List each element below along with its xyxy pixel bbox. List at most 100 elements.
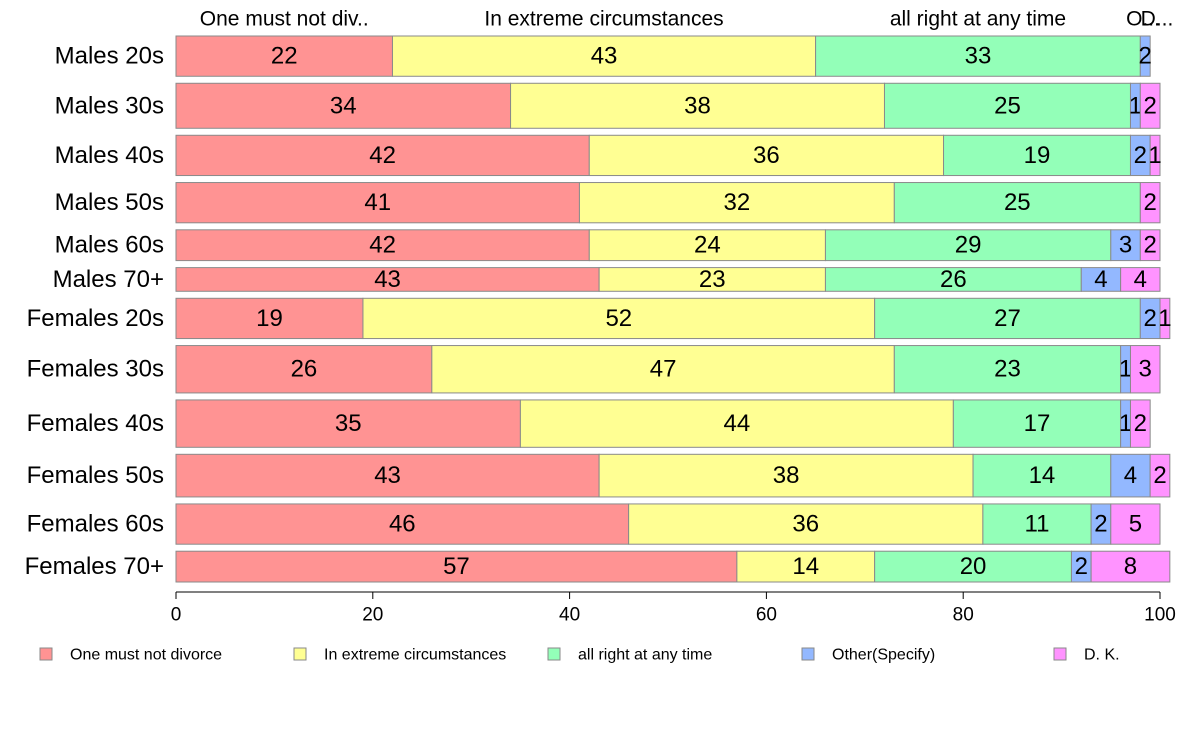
legend-swatch-d-k <box>1053 647 1067 661</box>
bar-segment-males-40s-all-right-at-any-time <box>943 134 1131 177</box>
data-label-females-50s-d-k: 2 <box>1153 462 1166 489</box>
bar-segment-females-30s-all-right-at-any-time <box>893 345 1122 394</box>
bar-segment-males-20s-other-specify <box>1139 35 1151 77</box>
bar-segment-males-50s-one-must-not-divorce <box>175 182 580 224</box>
data-label-males-30s-all-right-at-any-time: 25 <box>994 92 1021 119</box>
bar-segment-males-40s-d-k <box>1149 134 1161 177</box>
bar-segment-males-30s-all-right-at-any-time <box>883 82 1131 129</box>
bar-segment-males-50s-d-k <box>1139 182 1161 224</box>
data-label-females-40s-all-right-at-any-time: 17 <box>1024 410 1051 437</box>
data-label-females-70-all-right-at-any-time: 20 <box>960 553 987 580</box>
bar-segment-males-70-d-k <box>1120 267 1161 292</box>
category-label-females-70: Females 70+ <box>25 553 164 580</box>
category-label-males-40s: Males 40s <box>55 142 164 169</box>
series-header-one-must-not-divorce: One must not div.. <box>200 8 369 31</box>
data-label-males-50s-all-right-at-any-time: 25 <box>1004 189 1031 216</box>
bar-segment-females-40s-all-right-at-any-time <box>952 399 1122 448</box>
category-label-females-20s: Females 20s <box>27 305 164 332</box>
bar-segment-males-60s-in-extreme-circumstances <box>588 229 826 262</box>
data-label-males-70-other-specify: 4 <box>1094 266 1107 293</box>
data-label-males-30s-one-must-not-divorce: 34 <box>330 92 357 119</box>
bar-segment-females-40s-d-k <box>1129 399 1151 448</box>
data-label-males-40s-all-right-at-any-time: 19 <box>1024 142 1051 169</box>
bar-segment-males-50s-all-right-at-any-time <box>893 182 1141 224</box>
x-tick-label-20: 20 <box>362 605 383 626</box>
data-label-males-20s-all-right-at-any-time: 33 <box>965 43 992 70</box>
data-label-males-20s-one-must-not-divorce: 22 <box>271 43 298 70</box>
data-label-females-60s-all-right-at-any-time: 11 <box>1025 511 1050 538</box>
data-label-females-50s-other-specify: 4 <box>1124 462 1137 489</box>
data-label-males-50s-in-extreme-circumstances: 32 <box>724 189 751 216</box>
bar-segment-females-60s-one-must-not-divorce <box>175 503 630 545</box>
bar-segment-males-60s-all-right-at-any-time <box>824 229 1112 262</box>
data-label-males-30s-d-k: 2 <box>1143 92 1156 119</box>
legend-swatch-all-right-at-any-time <box>547 647 561 661</box>
category-label-males-30s: Males 30s <box>55 92 164 119</box>
category-label-females-30s: Females 30s <box>27 356 164 383</box>
series-header-all-right-at-any-time: all right at any time <box>890 8 1066 31</box>
category-label-males-70: Males 70+ <box>53 266 164 293</box>
category-label-males-20s: Males 20s <box>55 43 164 70</box>
bar-segment-females-30s-d-k <box>1129 345 1161 394</box>
bar-segment-males-60s-one-must-not-divorce <box>175 229 590 262</box>
data-label-males-60s-all-right-at-any-time: 29 <box>955 232 982 259</box>
data-label-males-20s-other-specify: 2 <box>1139 43 1152 70</box>
bar-segment-females-60s-in-extreme-circumstances <box>628 503 984 545</box>
data-label-males-60s-one-must-not-divorce: 42 <box>369 232 396 259</box>
data-label-females-40s-one-must-not-divorce: 35 <box>335 410 362 437</box>
data-label-males-70-d-k: 4 <box>1134 266 1147 293</box>
data-label-males-60s-other-specify: 3 <box>1119 232 1132 259</box>
data-label-females-30s-d-k: 3 <box>1139 356 1152 383</box>
data-label-males-60s-d-k: 2 <box>1143 232 1156 259</box>
data-label-females-40s-in-extreme-circumstances: 44 <box>724 410 751 437</box>
data-label-females-70-other-specify: 2 <box>1075 553 1088 580</box>
data-label-females-20s-in-extreme-circumstances: 52 <box>605 305 632 332</box>
series-header-d-k: D... <box>1141 8 1174 31</box>
bar-segment-males-20s-one-must-not-divorce <box>175 35 393 77</box>
data-label-females-20s-all-right-at-any-time: 27 <box>994 305 1021 332</box>
x-tick-label-40: 40 <box>559 605 580 626</box>
bar-segment-males-50s-in-extreme-circumstances <box>578 182 895 224</box>
bar-segment-females-40s-one-must-not-divorce <box>175 399 521 448</box>
bar-segment-females-20s-all-right-at-any-time <box>874 297 1141 340</box>
legend-swatch-other-specify <box>801 647 815 661</box>
data-label-females-60s-in-extreme-circumstances: 36 <box>792 511 819 538</box>
data-label-males-40s-d-k: 1 <box>1148 142 1161 169</box>
data-label-males-30s-other-specify: 1 <box>1129 92 1142 119</box>
bar-segment-females-60s-all-right-at-any-time <box>982 503 1092 545</box>
bar-segment-females-50s-other-specify <box>1110 453 1151 498</box>
data-label-males-60s-in-extreme-circumstances: 24 <box>694 232 721 259</box>
data-label-females-70-in-extreme-circumstances: 14 <box>792 553 819 580</box>
data-label-females-20s-other-specify: 2 <box>1143 305 1156 332</box>
category-label-females-40s: Females 40s <box>27 410 164 437</box>
legend-swatch-one-must-not-divorce <box>39 647 53 661</box>
bar-segment-males-20s-in-extreme-circumstances <box>391 35 817 77</box>
data-label-females-50s-all-right-at-any-time: 14 <box>1029 462 1056 489</box>
x-tick-label-80: 80 <box>953 605 974 626</box>
legend-label-in-extreme-circumstances: In extreme circumstances <box>324 647 506 664</box>
data-label-females-20s-one-must-not-divorce: 19 <box>256 305 283 332</box>
data-label-females-50s-one-must-not-divorce: 43 <box>374 462 401 489</box>
data-label-females-30s-other-specify: 1 <box>1119 356 1132 383</box>
legend-label-all-right-at-any-time: all right at any time <box>578 647 712 664</box>
data-label-males-40s-other-specify: 2 <box>1134 142 1147 169</box>
data-label-males-30s-in-extreme-circumstances: 38 <box>684 92 711 119</box>
bar-segment-females-50s-all-right-at-any-time <box>972 453 1112 498</box>
bar-segment-males-20s-all-right-at-any-time <box>815 35 1141 77</box>
data-label-males-40s-one-must-not-divorce: 42 <box>369 142 396 169</box>
bar-segment-females-20s-in-extreme-circumstances <box>362 297 876 340</box>
data-label-females-70-one-must-not-divorce: 57 <box>443 553 470 580</box>
data-label-females-40s-other-specify: 1 <box>1119 410 1132 437</box>
data-label-males-70-all-right-at-any-time: 26 <box>940 266 967 293</box>
data-label-females-20s-d-k: 1 <box>1158 305 1171 332</box>
bar-segment-males-30s-in-extreme-circumstances <box>510 82 885 129</box>
x-tick-label-100: 100 <box>1144 605 1176 626</box>
bar-segment-females-50s-one-must-not-divorce <box>175 453 600 498</box>
bar-segment-males-40s-one-must-not-divorce <box>175 134 590 177</box>
bar-segment-females-40s-in-extreme-circumstances <box>519 399 954 448</box>
data-label-males-70-in-extreme-circumstances: 23 <box>699 266 726 293</box>
data-label-males-20s-in-extreme-circumstances: 43 <box>591 43 618 70</box>
data-label-females-30s-in-extreme-circumstances: 47 <box>650 356 677 383</box>
